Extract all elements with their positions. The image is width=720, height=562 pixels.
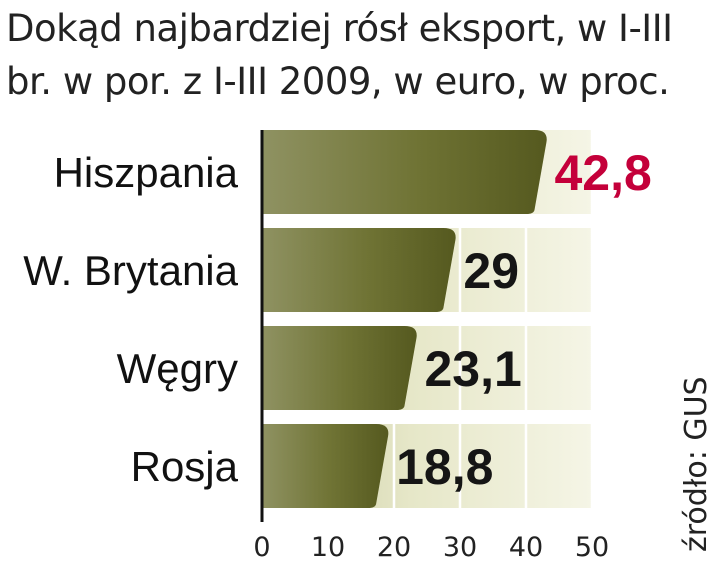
category-label: Hiszpania <box>54 149 239 196</box>
category-label: Węgry <box>117 345 238 392</box>
x-tick-label: 0 <box>253 532 270 562</box>
value-labels: 42,8 29 23,1 18,8 <box>396 145 652 495</box>
category-labels: Hiszpania W. Brytania Węgry Rosja <box>23 149 238 490</box>
source-note: źródło: GUS <box>679 376 714 552</box>
x-tick-label: 20 <box>377 532 411 562</box>
x-tick-label: 40 <box>509 532 543 562</box>
x-tick-label: 50 <box>575 532 609 562</box>
x-tick-label: 30 <box>443 532 477 562</box>
x-tick-labels: 0 10 20 30 40 50 <box>253 532 609 562</box>
bars-group <box>262 130 547 508</box>
value-label: 18,8 <box>396 439 493 495</box>
category-label: Rosja <box>131 443 239 490</box>
value-label: 23,1 <box>424 341 521 397</box>
x-tick-label: 10 <box>311 532 345 562</box>
value-label: 42,8 <box>554 145 651 201</box>
bar <box>262 130 547 214</box>
chart-title: Dokąd najbardziej rósł eksport, w I-III … <box>6 7 673 103</box>
value-label: 29 <box>463 243 519 299</box>
bar <box>262 228 456 312</box>
category-label: W. Brytania <box>23 247 238 294</box>
bar <box>262 326 417 410</box>
bar <box>262 424 389 508</box>
